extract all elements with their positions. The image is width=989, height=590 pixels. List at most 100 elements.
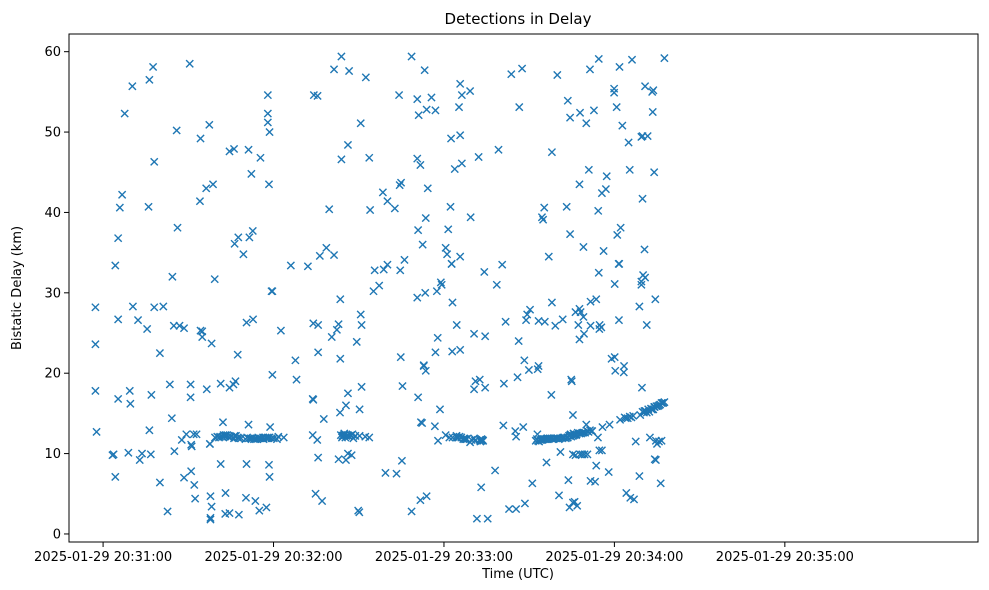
data-point — [126, 399, 135, 408]
data-point — [155, 349, 164, 358]
data-point — [375, 281, 384, 290]
data-point — [365, 433, 374, 442]
data-point — [309, 395, 318, 404]
y-axis: 0 10 20 30 40 50 60 — [44, 45, 69, 542]
data-point — [265, 127, 274, 137]
data-point — [313, 435, 322, 445]
data-point — [208, 180, 218, 189]
data-point — [206, 492, 215, 501]
data-point — [118, 190, 127, 199]
data-point — [189, 430, 198, 439]
data-point — [125, 386, 134, 395]
data-point — [593, 433, 603, 442]
data-point — [398, 381, 407, 391]
x-tick-label: 2025-01-29 20:34:00 — [545, 550, 683, 565]
data-point — [291, 356, 300, 365]
data-point — [229, 144, 239, 154]
plot-frame — [68, 33, 979, 543]
data-point — [575, 108, 585, 117]
data-point — [234, 510, 243, 519]
data-point — [441, 243, 450, 252]
data-point — [202, 184, 211, 193]
data-point — [544, 252, 553, 261]
data-point — [481, 383, 490, 392]
data-point — [416, 160, 425, 170]
data-point — [417, 418, 427, 428]
data-point — [128, 82, 137, 91]
data-point — [474, 152, 483, 162]
data-point — [466, 86, 475, 96]
data-point — [392, 469, 401, 478]
data-point — [421, 366, 430, 375]
data-point — [413, 95, 422, 104]
data-point — [574, 320, 583, 330]
data-point — [513, 373, 522, 382]
data-point — [150, 157, 159, 166]
data-point — [263, 118, 272, 127]
data-point — [436, 278, 445, 287]
data-point — [263, 90, 272, 100]
data-point — [230, 239, 239, 248]
data-point — [177, 435, 186, 445]
data-point — [343, 389, 353, 398]
data-point — [645, 433, 655, 442]
data-point — [650, 168, 659, 177]
data-point — [248, 315, 258, 324]
data-point — [448, 347, 457, 356]
chart-title: Detections in Delay — [445, 10, 592, 28]
data-point — [337, 155, 346, 164]
data-point — [244, 145, 253, 154]
data-point — [624, 138, 633, 147]
data-point — [479, 436, 488, 445]
data-point — [318, 496, 327, 506]
data-point — [416, 496, 425, 505]
data-point — [423, 184, 432, 193]
data-point — [207, 502, 216, 511]
data-point — [218, 418, 228, 427]
data-point — [444, 225, 453, 234]
data-point — [490, 466, 500, 475]
data-point — [397, 456, 407, 465]
data-point — [649, 86, 658, 95]
x-axis: 2025-01-29 20:31:00 2025-01-29 20:32:00 20… — [34, 542, 854, 565]
data-point — [547, 390, 556, 400]
data-point — [610, 279, 619, 289]
data-point — [585, 65, 595, 74]
data-point — [612, 103, 621, 112]
data-point — [421, 213, 430, 223]
data-point — [225, 508, 234, 518]
data-point — [575, 180, 584, 189]
data-point — [442, 250, 452, 259]
data-point — [413, 293, 422, 302]
data-point — [319, 414, 328, 424]
data-point — [241, 493, 251, 502]
data-point — [542, 458, 551, 467]
data-point — [133, 316, 143, 325]
data-point — [605, 420, 614, 429]
data-point — [616, 223, 625, 232]
data-point — [657, 398, 666, 408]
data-point — [216, 379, 225, 388]
data-point — [579, 329, 589, 338]
data-point — [580, 450, 589, 459]
data-point — [570, 497, 579, 506]
data-point — [124, 448, 133, 457]
data-point — [244, 420, 253, 429]
data-point — [191, 494, 200, 503]
data-point — [430, 422, 439, 431]
data-point — [334, 455, 343, 464]
data-point — [456, 345, 465, 354]
data-point — [114, 315, 123, 324]
data-point — [614, 316, 624, 325]
data-point — [589, 106, 599, 115]
data-point — [651, 455, 660, 465]
data-point — [567, 377, 576, 386]
data-point — [396, 353, 405, 362]
data-point — [352, 337, 361, 346]
data-point — [163, 507, 172, 516]
data-point — [567, 375, 576, 384]
data-point — [656, 479, 665, 488]
data-point — [515, 103, 524, 112]
data-point — [187, 440, 196, 449]
data-point — [492, 280, 501, 289]
